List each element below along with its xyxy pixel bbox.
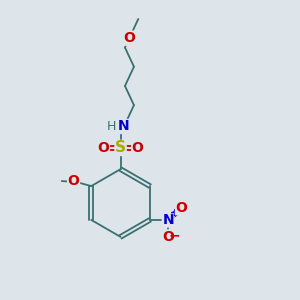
Text: +: + xyxy=(170,208,179,218)
Text: N: N xyxy=(162,213,174,227)
Text: O: O xyxy=(176,201,187,214)
Text: −: − xyxy=(169,229,180,242)
Text: O: O xyxy=(132,141,144,155)
Text: H: H xyxy=(106,120,116,133)
Text: O: O xyxy=(68,174,80,188)
Text: O: O xyxy=(123,31,135,45)
Text: O: O xyxy=(98,141,110,155)
Text: O: O xyxy=(162,230,174,244)
Text: N: N xyxy=(118,119,129,134)
Text: S: S xyxy=(115,140,126,155)
